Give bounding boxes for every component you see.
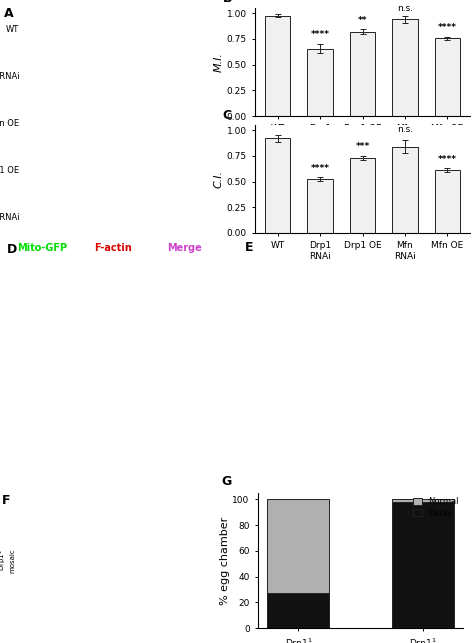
Text: Mfn RNAi: Mfn RNAi: [0, 213, 19, 222]
Text: ****: ****: [438, 23, 457, 32]
Text: F-actin: F-actin: [94, 243, 132, 253]
Text: D: D: [7, 243, 17, 256]
Bar: [392, 502, 454, 628]
Bar: [265, 138, 290, 233]
Text: n.s.: n.s.: [397, 4, 413, 13]
Text: Merge: Merge: [167, 243, 201, 253]
Text: Drp1 OE: Drp1 OE: [0, 166, 19, 175]
Text: Drp1 RNAi: Drp1 RNAi: [0, 72, 19, 81]
Bar: [267, 500, 329, 593]
Text: Mito-GFP: Mito-GFP: [17, 243, 67, 253]
Bar: [392, 147, 418, 233]
Y-axis label: C.I.: C.I.: [214, 170, 224, 188]
Bar: [307, 49, 333, 116]
Bar: [435, 170, 460, 233]
Bar: [392, 500, 454, 502]
Text: A: A: [4, 7, 14, 21]
Text: G: G: [221, 475, 231, 488]
Text: E: E: [245, 242, 254, 255]
Text: WT: WT: [6, 25, 19, 34]
Bar: [267, 593, 329, 628]
Text: ****: ****: [310, 164, 329, 173]
Text: Mfn OE: Mfn OE: [0, 119, 19, 128]
Text: Drp1$^1$
mosaic: Drp1$^1$ mosaic: [0, 548, 16, 573]
Text: C: C: [223, 109, 232, 122]
Legend: Normal, Delay: Normal, Delay: [413, 497, 459, 518]
Text: F: F: [2, 494, 10, 507]
Bar: [350, 158, 375, 233]
Y-axis label: M.I.: M.I.: [214, 52, 224, 72]
Text: ****: ****: [438, 156, 457, 165]
Text: **: **: [358, 17, 367, 26]
Text: ****: ****: [310, 30, 329, 39]
Text: ***: ***: [356, 141, 370, 150]
Bar: [265, 15, 290, 116]
Bar: [350, 32, 375, 116]
Bar: [392, 19, 418, 116]
Y-axis label: % egg chamber: % egg chamber: [219, 516, 229, 604]
Bar: [307, 179, 333, 233]
Text: B: B: [223, 0, 232, 5]
Bar: [435, 39, 460, 116]
Text: n.s.: n.s.: [397, 125, 413, 134]
